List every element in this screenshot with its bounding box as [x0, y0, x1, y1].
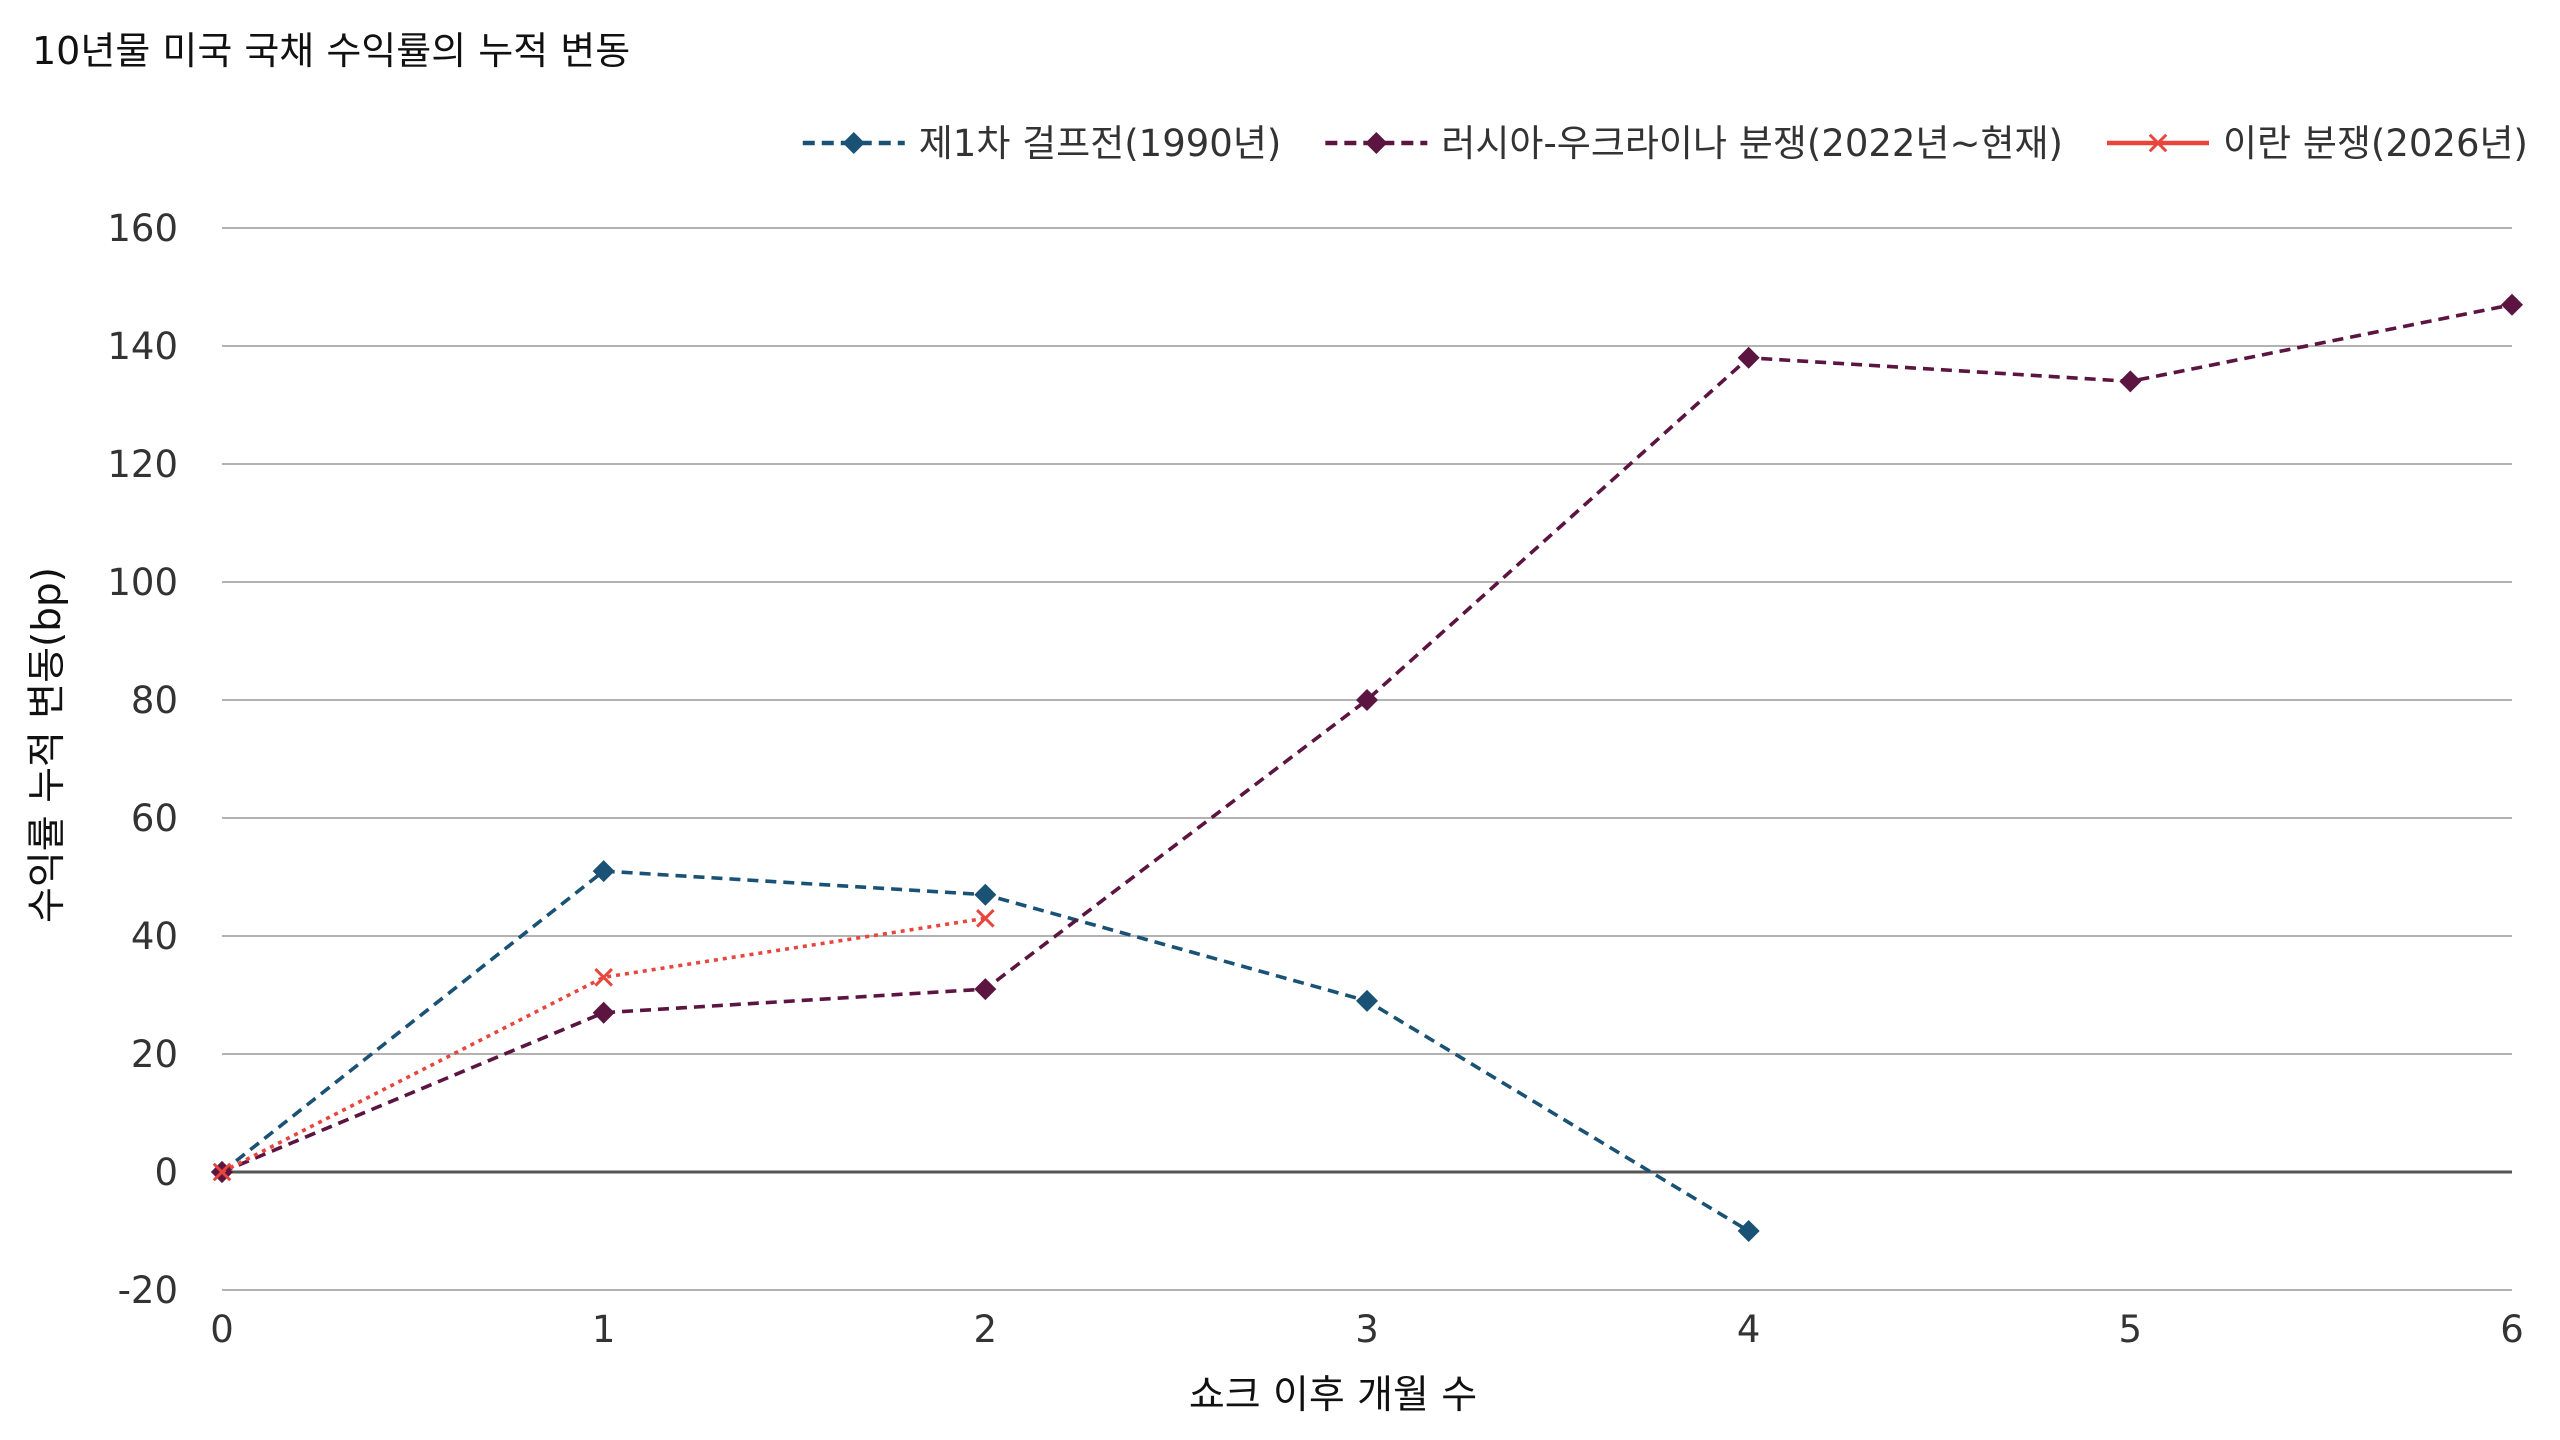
data-point: [592, 1001, 615, 1024]
y-tick-label: 80: [131, 679, 178, 722]
chart-title: 10년물 미국 국채 수익률의 누적 변동: [32, 29, 630, 73]
legend-item: 제1차 걸프전(1990년): [802, 122, 1282, 165]
y-tick-label: 60: [131, 797, 178, 840]
x-axis-label: 쇼크 이후 개월 수: [1189, 1373, 1477, 1418]
legend-item: 러시아-우크라이나 분쟁(2022년~현재): [1325, 122, 2063, 165]
data-point: [1737, 1220, 1760, 1242]
legend-label: 제1차 걸프전(1990년): [919, 122, 1282, 165]
x-marker-stroke: [976, 908, 995, 928]
x-tick-label: 2: [974, 1308, 998, 1351]
legend-swatch-marker: [1365, 132, 1388, 154]
y-tick-label: 40: [131, 915, 178, 958]
x-tick-label: 3: [1355, 1308, 1379, 1351]
data-point: [976, 908, 995, 928]
y-tick-label: 160: [107, 207, 178, 250]
series-line: [221, 302, 2513, 1174]
legend-label: 이란 분쟁(2026년): [2223, 122, 2528, 165]
series-3: [212, 908, 995, 1182]
legend-label: 러시아-우크라이나 분쟁(2022년~현재): [1441, 122, 2063, 165]
data-point: [1356, 989, 1378, 1012]
x-tick-label: 1: [592, 1308, 616, 1351]
series-2: [211, 293, 2523, 1183]
y-axis-ticks: 160 140 120 100 80 60 40 20 0 -20: [107, 207, 178, 1312]
series-line: [221, 916, 986, 1174]
data-point: [974, 883, 997, 906]
series-line: [220, 869, 1750, 1233]
legend: 이란 분쟁(2026년) 러시아-우크라이나 분쟁(2022년~현재) 제1차 걸프…: [802, 122, 2528, 165]
y-tick-label: 100: [107, 561, 178, 604]
data-point: [1737, 346, 1760, 369]
y-tick-label: 20: [131, 1033, 178, 1076]
gridlines: [222, 227, 2512, 1291]
y-tick-label: 120: [107, 443, 178, 486]
x-axis-ticks: 0 1 2 3 4 5 6: [210, 1308, 2524, 1351]
x-marker-stroke: [2148, 133, 2168, 153]
legend-item: 이란 분쟁(2026년): [2107, 122, 2528, 165]
data-point: [592, 860, 615, 883]
y-tick-label: 140: [107, 325, 178, 368]
x-tick-label: 4: [1737, 1308, 1761, 1351]
x-tick-label: 5: [2119, 1308, 2143, 1351]
data-point: [974, 978, 997, 1001]
data-point: [212, 1162, 232, 1182]
legend-swatch-marker: [842, 132, 865, 154]
data-point: [2501, 293, 2523, 316]
x-marker-stroke: [212, 1162, 232, 1182]
data-point: [2119, 370, 2142, 393]
x-marker-stroke: [594, 967, 613, 987]
x-tick-label: 0: [210, 1308, 234, 1351]
data-point: [1356, 689, 1378, 711]
y-axis-label: 수익률 누적 변동(bp): [25, 567, 70, 923]
x-tick-label: 6: [2500, 1308, 2524, 1351]
legend-swatch-marker: [2148, 133, 2168, 153]
y-tick-label: -20: [118, 1269, 178, 1312]
data-point: [594, 967, 613, 987]
y-tick-label: 0: [154, 1151, 178, 1194]
series-group: [211, 293, 2523, 1242]
